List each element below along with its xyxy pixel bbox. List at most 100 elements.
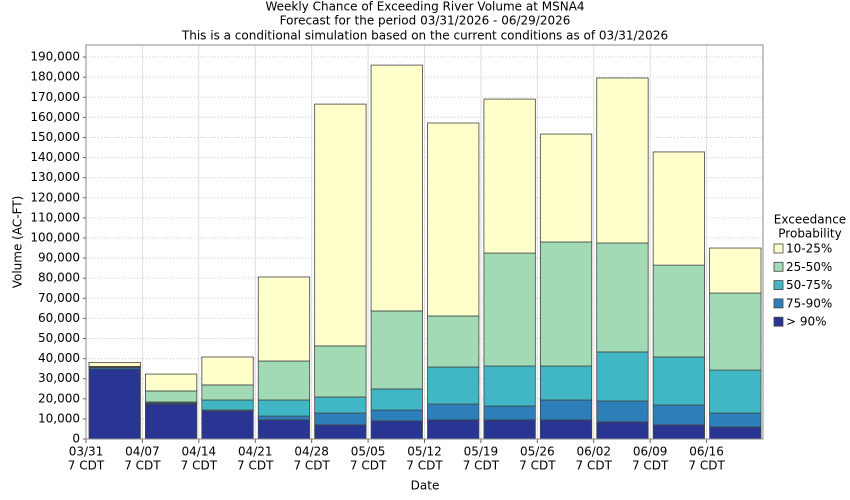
y-tick-label: 40,000 <box>38 351 80 365</box>
bar-segment <box>145 373 198 392</box>
bar-segment <box>709 292 762 371</box>
bar-segment <box>88 368 141 440</box>
bar-segment <box>88 362 141 367</box>
bar-segment <box>427 419 480 440</box>
bar-segment <box>427 122 480 317</box>
legend-swatch <box>773 316 784 327</box>
bar-segment <box>370 310 423 390</box>
bar-segment <box>201 399 254 411</box>
bar-segment <box>596 400 649 423</box>
x-tick-label: 7 CDT <box>406 459 443 473</box>
bar-segment <box>201 410 254 440</box>
bar-segment <box>539 419 593 440</box>
y-tick-label: 60,000 <box>38 311 80 325</box>
x-tick-label: 7 CDT <box>237 459 274 473</box>
x-tick-label: 03/31 <box>69 445 104 459</box>
bar-segment <box>652 264 705 358</box>
bar-segment <box>145 403 198 440</box>
y-tick-label: 100,000 <box>30 230 80 244</box>
bar-segment <box>370 64 423 312</box>
chart-title: Weekly Chance of Exceeding River Volume … <box>265 0 584 14</box>
bar-segment <box>314 412 367 426</box>
legend-label: 75-90% <box>786 296 832 310</box>
chart-subtitle: Forecast for the period 03/31/2026 - 06/… <box>280 14 571 28</box>
legend-label: 50-75% <box>786 278 832 292</box>
x-tick-label: 04/14 <box>182 445 217 459</box>
bar-segment <box>257 399 311 417</box>
legend-swatch <box>773 280 784 291</box>
chart-subtitle: This is a conditional simulation based o… <box>181 29 668 43</box>
bar-segment <box>370 420 423 440</box>
y-tick-label: 0 <box>72 432 80 446</box>
bar-segment <box>539 241 593 367</box>
bar-segment <box>652 424 705 440</box>
bar-segment <box>596 77 649 244</box>
bar-segment <box>427 366 480 405</box>
bar-segment <box>709 369 762 414</box>
bar-segment <box>314 424 367 440</box>
bar-segment <box>314 345 367 398</box>
legend-swatch <box>773 261 784 272</box>
bar-segment <box>427 403 480 421</box>
bar-segment <box>709 426 762 440</box>
bar-segment <box>539 133 593 243</box>
bar-segment <box>314 396 367 414</box>
x-tick-label: 06/16 <box>689 445 724 459</box>
x-tick-label: 7 CDT <box>576 459 613 473</box>
y-tick-label: 160,000 <box>30 110 80 124</box>
x-tick-label: 7 CDT <box>124 459 161 473</box>
y-tick-label: 50,000 <box>38 331 80 345</box>
bar-segment <box>652 356 705 406</box>
y-axis-label: Volume (AC-FT) <box>11 196 25 289</box>
bar-segment <box>314 103 367 347</box>
legend-title: Probability <box>778 227 841 241</box>
bar-segment <box>201 356 254 386</box>
bar-segment <box>709 412 762 428</box>
y-tick-label: 10,000 <box>38 411 80 425</box>
x-tick-label: 04/28 <box>294 445 329 459</box>
legend-label: 10-25% <box>786 242 832 256</box>
bar-segment <box>257 360 311 401</box>
x-tick-label: 06/02 <box>576 445 611 459</box>
bar-segment <box>257 415 311 421</box>
y-tick-label: 190,000 <box>30 50 80 64</box>
bar-segment <box>257 419 311 440</box>
bar-segment <box>652 404 705 426</box>
y-tick-label: 130,000 <box>30 170 80 184</box>
bar-segment <box>483 405 536 421</box>
y-tick-label: 180,000 <box>30 70 80 84</box>
x-tick-label: 04/07 <box>125 445 160 459</box>
x-tick-label: 7 CDT <box>463 459 500 473</box>
y-tick-label: 20,000 <box>38 391 80 405</box>
y-tick-label: 90,000 <box>38 251 80 265</box>
legend-label: > 90% <box>786 315 827 329</box>
bar-segment <box>483 252 536 367</box>
bar-segment <box>201 384 254 401</box>
y-tick-label: 110,000 <box>30 210 80 224</box>
x-tick-label: 05/19 <box>464 445 499 459</box>
x-tick-label: 04/21 <box>238 445 273 459</box>
x-tick-label: 7 CDT <box>519 459 556 473</box>
bar-segment <box>483 419 536 440</box>
bar-segment <box>483 98 536 254</box>
legend-label: 25-50% <box>786 260 832 274</box>
bar-segment <box>257 276 311 362</box>
y-tick-label: 140,000 <box>30 150 80 164</box>
y-tick-label: 120,000 <box>30 190 80 204</box>
legend-title: Exceedance <box>774 213 846 227</box>
legend-swatch <box>773 243 784 254</box>
bar-segment <box>483 365 536 407</box>
bar-segment <box>370 409 423 422</box>
legend-swatch <box>773 298 784 309</box>
y-tick-label: 150,000 <box>30 130 80 144</box>
x-tick-label: 06/09 <box>633 445 668 459</box>
x-tick-label: 05/05 <box>351 445 386 459</box>
y-tick-label: 30,000 <box>38 371 80 385</box>
plot-border <box>85 44 764 440</box>
bar-segment <box>145 390 198 403</box>
y-tick-label: 170,000 <box>30 90 80 104</box>
x-tick-label: 7 CDT <box>68 459 105 473</box>
bar-segment <box>539 365 593 401</box>
x-tick-label: 05/12 <box>407 445 442 459</box>
